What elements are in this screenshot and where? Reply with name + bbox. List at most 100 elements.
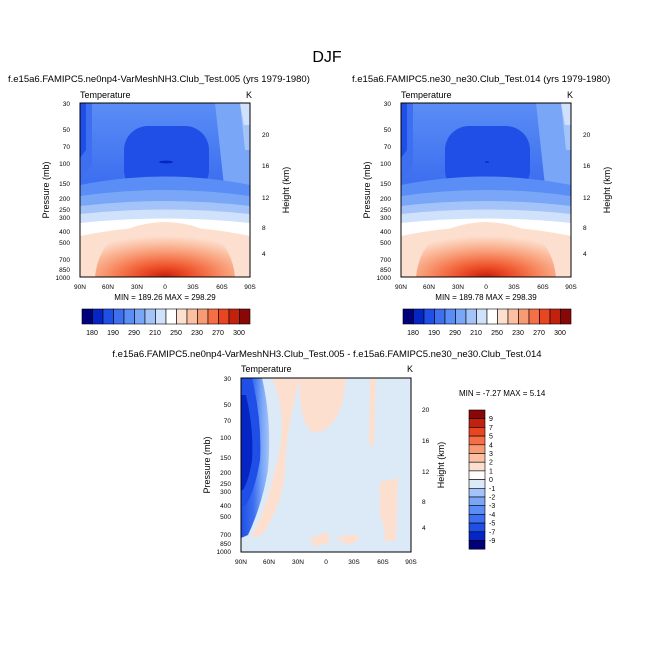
colorbar-label: 9 bbox=[489, 416, 493, 423]
panel-3-x-axis: 90N 60N 30N 0 30S 60S 90S bbox=[235, 559, 417, 566]
colorbar-swatch bbox=[468, 531, 486, 541]
x-tick-label: 60N bbox=[102, 284, 114, 291]
y-tick-label: 400 bbox=[380, 229, 391, 236]
colorbar-label: 3 bbox=[489, 451, 493, 458]
y-right-tick-label: 16 bbox=[422, 438, 430, 445]
x-tick-label: 60S bbox=[537, 284, 549, 291]
colorbar-swatch bbox=[92, 308, 104, 325]
colorbar-label: 1 bbox=[489, 468, 493, 475]
colorbar-swatch bbox=[468, 479, 486, 489]
colorbar-swatch bbox=[507, 308, 519, 325]
y-tick-label: 500 bbox=[380, 240, 391, 247]
colorbar-swatch bbox=[468, 487, 486, 498]
x-tick-label: 60N bbox=[263, 559, 275, 566]
colorbar-swatch bbox=[423, 308, 435, 325]
colorbar-label: 300 bbox=[233, 330, 245, 337]
colorbar-swatch bbox=[123, 308, 135, 325]
y-tick-label: 300 bbox=[220, 489, 231, 496]
y-tick-label: 150 bbox=[220, 455, 231, 462]
y-right-tick-label: 4 bbox=[422, 525, 426, 532]
panel-1-variable: Temperature bbox=[80, 90, 131, 100]
panel-2: f.e15a6.FAMIPC5.ne30_ne30.Club_Test.014 … bbox=[352, 74, 612, 337]
panel-1-plot bbox=[79, 102, 251, 278]
x-tick-label: 0 bbox=[324, 559, 328, 566]
y-tick-label: 1000 bbox=[56, 275, 71, 282]
y-tick-label: 50 bbox=[224, 402, 232, 409]
colorbar-swatch bbox=[468, 461, 486, 472]
colorbar-swatch bbox=[468, 418, 486, 428]
panel-3-ylabel: Pressure (mb) bbox=[202, 436, 212, 493]
colorbar-swatch bbox=[528, 308, 540, 325]
colorbar-label: 290 bbox=[128, 330, 140, 337]
colorbar-label: -2 bbox=[489, 495, 495, 502]
colorbar-swatch bbox=[434, 308, 446, 325]
panel-3-y-axis-right: 20 16 12 8 4 bbox=[422, 407, 430, 532]
colorbar-label: -3 bbox=[489, 503, 495, 510]
panel-3-variable: Temperature bbox=[241, 364, 292, 374]
y-right-tick-label: 4 bbox=[262, 251, 266, 258]
y-tick-label: 100 bbox=[380, 161, 391, 168]
colorbar-swatch bbox=[468, 453, 486, 463]
y-right-tick-label: 8 bbox=[422, 499, 426, 506]
colorbar-label: 270 bbox=[212, 330, 224, 337]
colorbar-swatch bbox=[468, 522, 486, 533]
y-tick-label: 70 bbox=[63, 144, 71, 151]
y-tick-label: 400 bbox=[59, 229, 70, 236]
panel-3-stats: MIN = -7.27 MAX = 5.14 bbox=[459, 389, 546, 398]
panel-1-units: K bbox=[246, 90, 252, 100]
colorbar-label: 5 bbox=[489, 434, 493, 441]
y-tick-label: 150 bbox=[380, 181, 391, 188]
colorbar-label: 250 bbox=[491, 330, 503, 337]
y-right-tick-label: 16 bbox=[262, 163, 270, 170]
colorbar-label: 180 bbox=[86, 330, 98, 337]
panel-3-ylabel-right: Height (km) bbox=[436, 442, 446, 489]
panel-2-stats: MIN = 189.78 MAX = 298.39 bbox=[435, 293, 537, 302]
colorbar-swatch bbox=[465, 308, 477, 325]
colorbar-label: -9 bbox=[489, 538, 495, 545]
x-tick-label: 90N bbox=[395, 284, 407, 291]
y-tick-label: 400 bbox=[220, 503, 231, 510]
colorbar-swatch bbox=[468, 427, 486, 437]
y-right-tick-label: 16 bbox=[583, 163, 591, 170]
y-tick-label: 250 bbox=[59, 207, 70, 214]
x-tick-label: 30S bbox=[348, 559, 360, 566]
y-tick-label: 300 bbox=[59, 215, 70, 222]
panel-2-subtitle: f.e15a6.FAMIPC5.ne30_ne30.Club_Test.014 … bbox=[352, 74, 610, 85]
colorbar-label: 300 bbox=[554, 330, 566, 337]
y-tick-label: 30 bbox=[224, 376, 232, 383]
colorbar-swatch bbox=[468, 444, 486, 454]
y-tick-label: 850 bbox=[220, 541, 231, 548]
y-tick-label: 300 bbox=[380, 215, 391, 222]
y-tick-label: 200 bbox=[220, 470, 231, 477]
y-tick-label: 250 bbox=[380, 207, 391, 214]
panel-1-ylabel: Pressure (mb) bbox=[41, 161, 51, 218]
colorbar-label: 190 bbox=[107, 330, 119, 337]
y-right-tick-label: 8 bbox=[583, 225, 587, 232]
main-title: DJF bbox=[312, 49, 342, 66]
panel-3-units: K bbox=[407, 364, 413, 374]
panel-2-colorbar: 180 190 290 210 250 230 270 300 bbox=[402, 308, 572, 337]
colorbar-swatch bbox=[549, 308, 561, 325]
x-tick-label: 60S bbox=[216, 284, 228, 291]
y-tick-label: 200 bbox=[59, 196, 70, 203]
panel-2-y-axis-right: 20 16 12 8 4 bbox=[583, 132, 591, 258]
x-tick-label: 60N bbox=[423, 284, 435, 291]
colorbar-swatch bbox=[186, 308, 198, 325]
colorbar-swatch bbox=[486, 308, 498, 325]
colorbar-swatch bbox=[102, 308, 114, 325]
panel-3-subtitle: f.e15a6.FAMIPC5.ne0np4-VarMeshNH3.Club_T… bbox=[112, 349, 541, 360]
y-tick-label: 70 bbox=[384, 144, 392, 151]
x-tick-label: 0 bbox=[484, 284, 488, 291]
x-tick-label: 90S bbox=[244, 284, 256, 291]
x-tick-label: 90S bbox=[565, 284, 577, 291]
panel-2-units: K bbox=[567, 90, 573, 100]
colorbar-swatch bbox=[518, 308, 530, 325]
colorbar-swatch bbox=[207, 308, 219, 325]
panel-2-ylabel-right: Height (km) bbox=[602, 167, 612, 214]
colorbar-label: 190 bbox=[428, 330, 440, 337]
panel-1-stats: MIN = 189.26 MAX = 298.29 bbox=[114, 293, 216, 302]
colorbar-swatch bbox=[468, 505, 486, 515]
colorbar-swatch bbox=[239, 308, 251, 325]
y-right-tick-label: 8 bbox=[262, 225, 266, 232]
